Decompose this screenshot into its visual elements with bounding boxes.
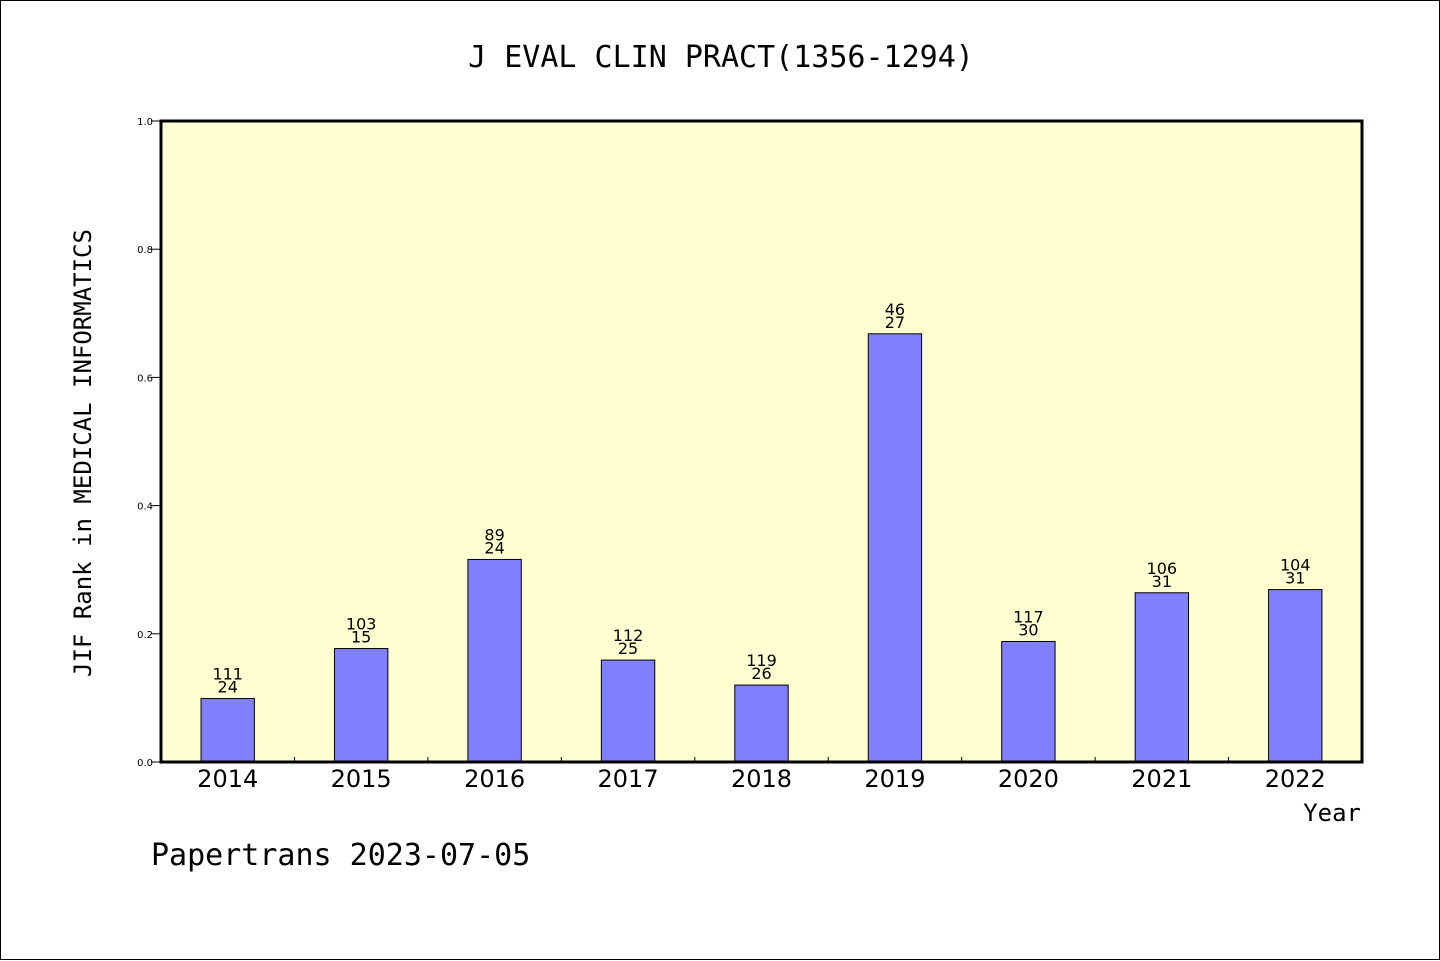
bar [734,684,789,763]
x-tick-label: 2014 [197,765,258,793]
bar [467,558,522,763]
bar [333,648,389,763]
bar-label-top: 89 [484,525,504,544]
bar [1134,592,1190,763]
bar [867,333,923,763]
plot-border [159,119,1364,764]
y-tick-label: 0.2 [137,630,153,641]
bar [1268,589,1323,763]
bar-label-bottom: 30 [1018,620,1038,639]
bar-label-top: 104 [1280,556,1311,575]
y-tick-label: 0.6 [137,373,153,384]
x-tick-label: 2020 [998,765,1059,793]
bar-label-bottom: 26 [751,664,771,683]
x-tick-label: 2022 [1265,765,1326,793]
bar-label-top: 46 [885,300,905,319]
x-tick-label: 2021 [1131,765,1192,793]
bar-label-bottom: 31 [1285,569,1305,588]
bar-label-bottom: 25 [618,639,638,658]
y-tick-label: 1.0 [137,117,153,128]
x-axis: 2014 2015 2016 2017 2018 2019 2020 2021 2022 [197,757,1326,793]
bar [1001,640,1056,763]
bar-label-bottom: 15 [351,628,371,647]
bar-series: 2411115103248925112261192746301173110631… [200,300,1323,763]
y-axis-label: JIF Rank in MEDICAL INFORMATICS [69,229,97,677]
footer-watermark: Papertrans 2023-07-05 [151,838,530,873]
bar-label-bottom: 24 [484,538,504,557]
bar-label-top: 112 [613,626,644,645]
chart-title: J EVAL CLIN PRACT(1356-1294) [468,40,974,75]
y-tick-label: 0.8 [137,245,153,256]
bar-label-bottom: 24 [218,678,238,697]
x-tick-label: 2017 [598,765,659,793]
y-tick-label: 0.0 [137,758,153,769]
x-axis-label: Year [1303,799,1361,827]
bar [200,698,255,763]
y-axis: 0.0 0.2 0.4 0.6 0.8 1.0 [137,117,161,769]
bar-label-top: 117 [1013,607,1044,626]
bar [600,659,656,763]
bar-label-bottom: 27 [885,313,905,332]
x-tick-label: 2018 [731,765,792,793]
bar-label-top: 106 [1147,559,1178,578]
bar-label-top: 111 [212,665,243,684]
bar-label-top: 119 [746,651,777,670]
x-tick-label: 2016 [464,765,525,793]
y-tick-label: 0.4 [137,502,153,513]
x-tick-label: 2019 [864,765,925,793]
x-tick-label: 2015 [331,765,392,793]
bar-label-top: 103 [346,615,377,634]
bar-label-bottom: 31 [1152,572,1172,591]
